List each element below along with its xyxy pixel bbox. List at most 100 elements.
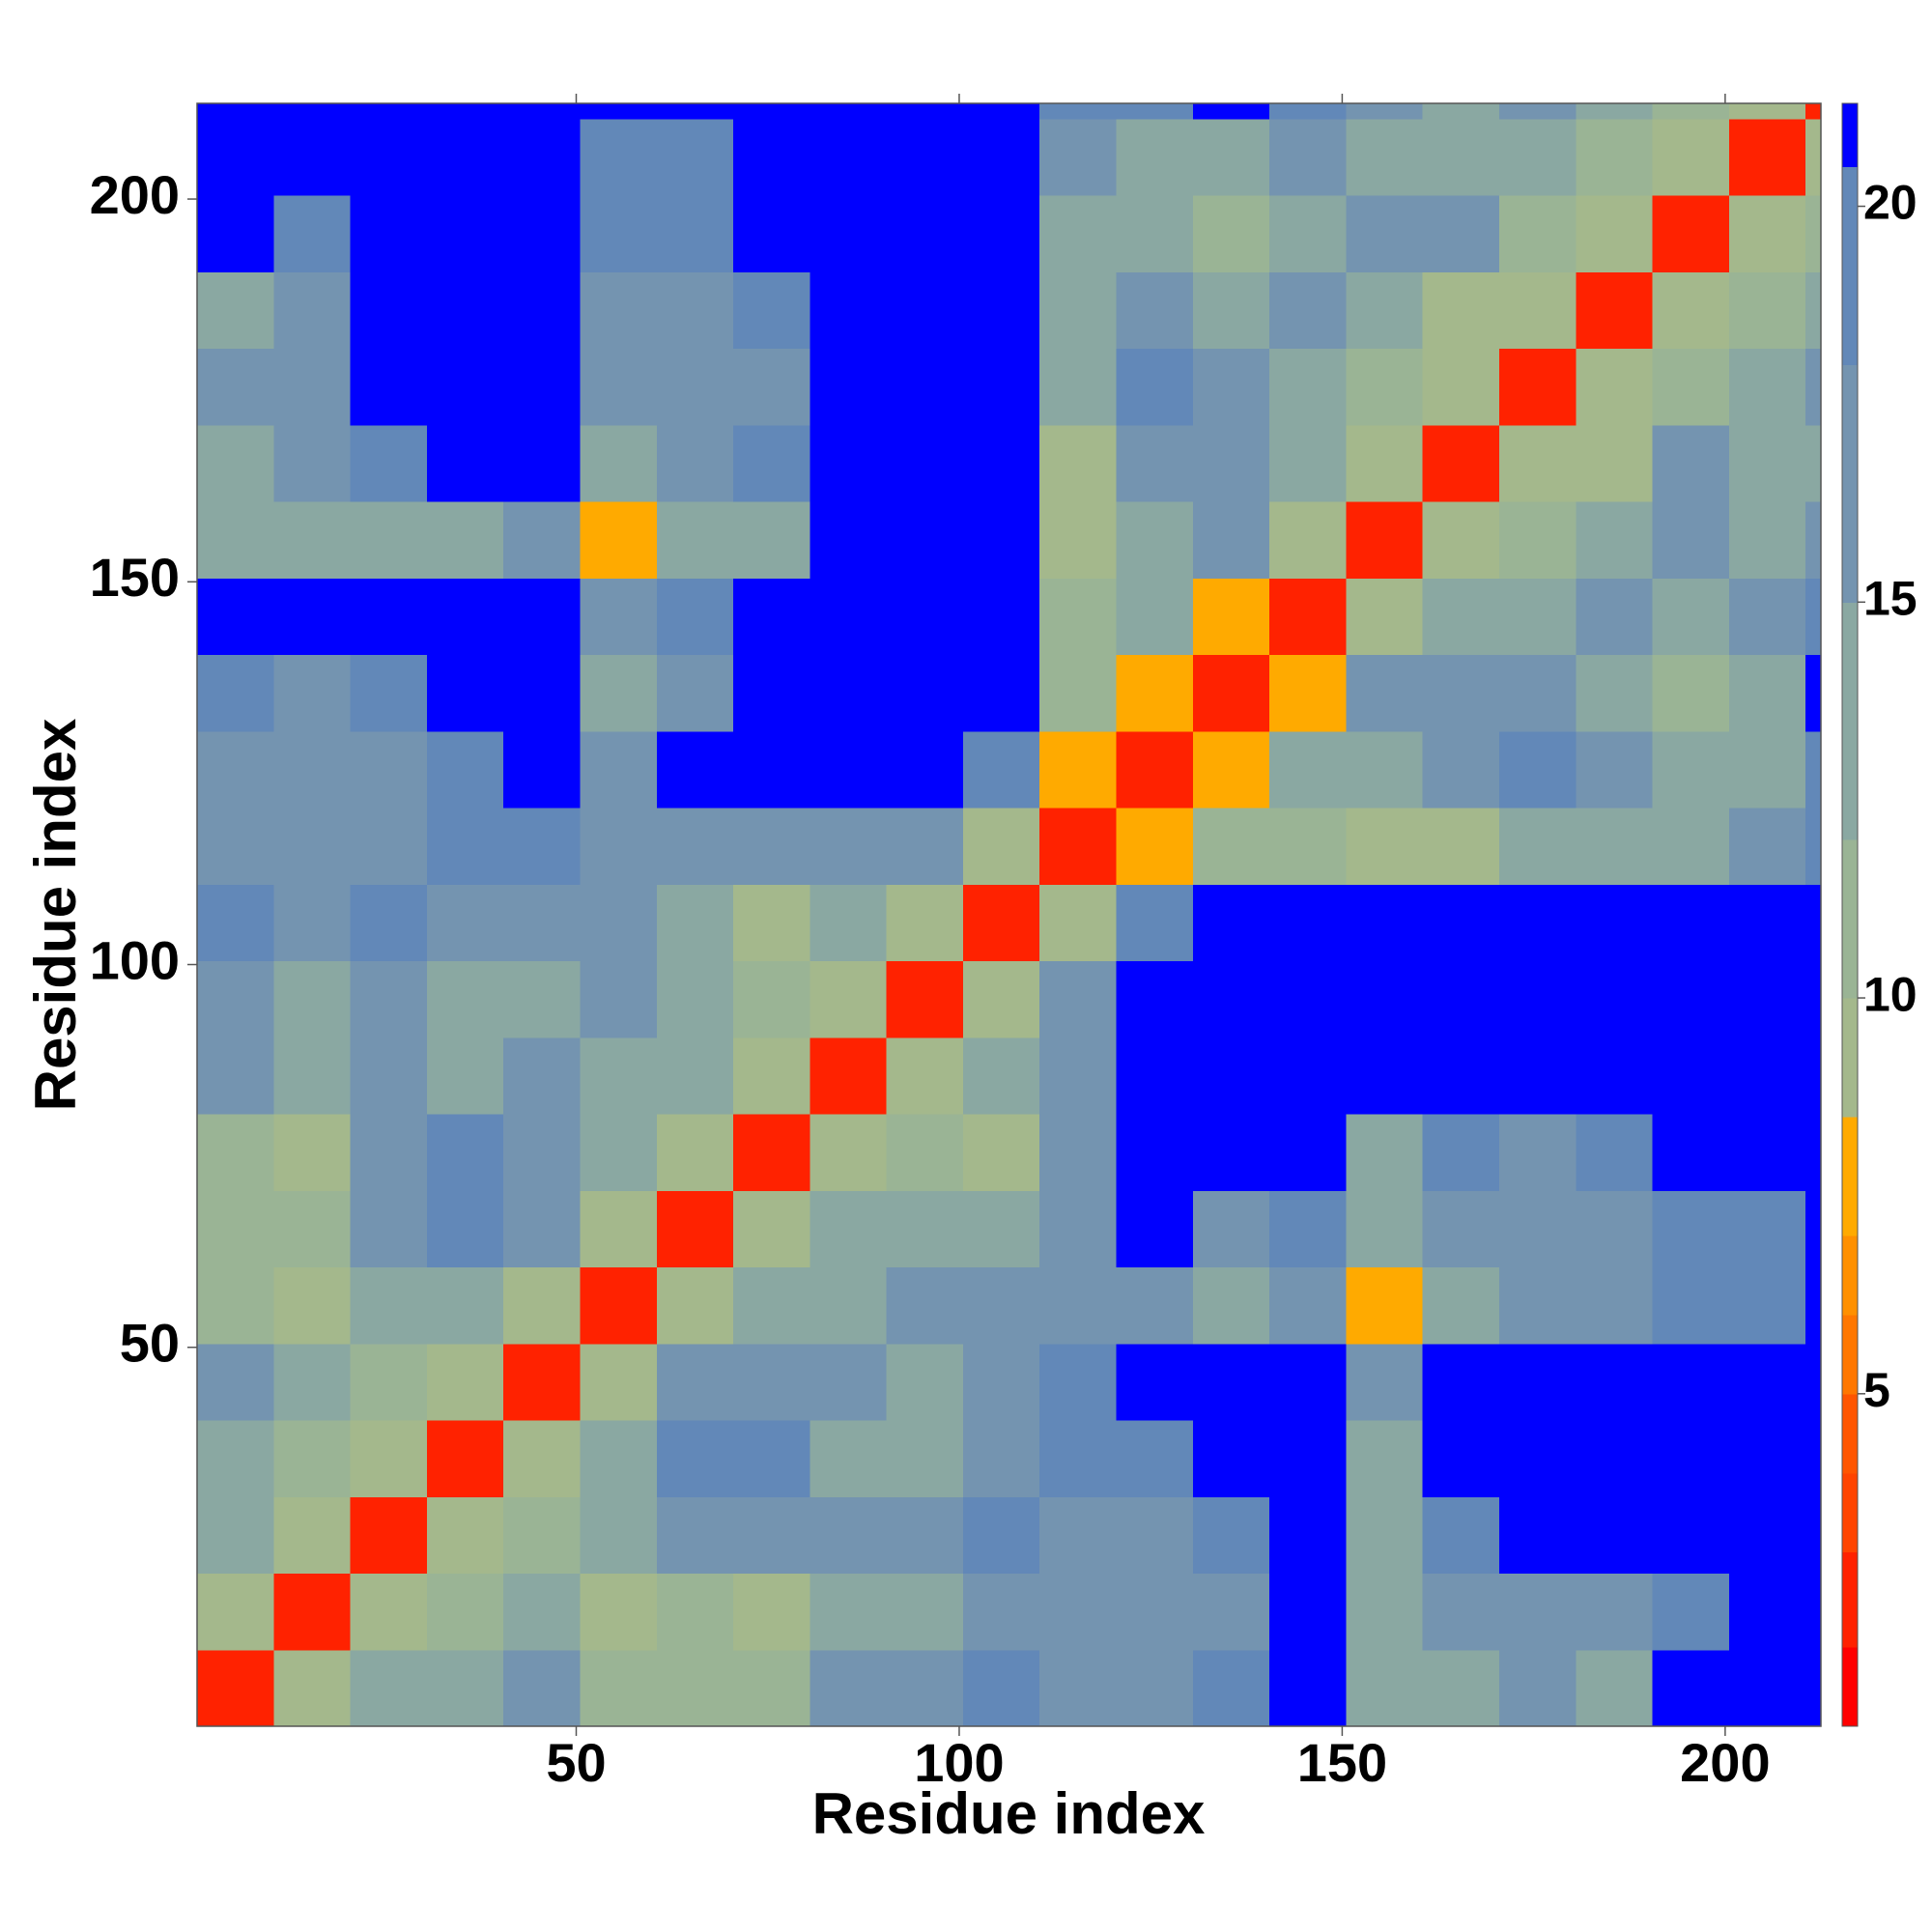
heatmap-cell: [1498, 195, 1577, 272]
heatmap-cell: [886, 118, 964, 196]
heatmap-cell: [580, 271, 658, 350]
heatmap-cell: [350, 1420, 428, 1497]
heatmap-cell: [1498, 1114, 1577, 1191]
heatmap-cell: [1269, 271, 1347, 350]
heatmap-cell: [273, 271, 352, 350]
heatmap-cell: [1576, 348, 1654, 426]
heatmap-cell: [1039, 578, 1118, 656]
heatmap-cell: [733, 118, 810, 196]
heatmap-cell: [1039, 424, 1118, 502]
heatmap-cell: [503, 960, 581, 1038]
heatmap-cell: [1422, 654, 1500, 732]
heatmap-cell: [503, 884, 581, 962]
heatmap-cell: [733, 424, 810, 502]
heatmap-cell: [197, 1573, 274, 1651]
heatmap-cell: [1805, 1649, 1822, 1727]
x-tick-label: 200: [1680, 1732, 1770, 1793]
heatmap-cell: [656, 1649, 734, 1727]
heatmap-cell: [1728, 1037, 1806, 1115]
heatmap-cell: [1039, 1114, 1118, 1191]
heatmap-cell: [733, 271, 810, 350]
heatmap-cell: [1728, 271, 1806, 350]
heatmap-cell: [1116, 501, 1194, 579]
heatmap-cell: [1422, 1420, 1500, 1497]
heatmap-cell: [1269, 730, 1347, 809]
heatmap-cell: [733, 808, 810, 885]
y-tick-label: 150: [90, 547, 180, 608]
heatmap-cell: [810, 348, 888, 426]
heatmap-cell: [733, 103, 810, 120]
heatmap-cell: [886, 1190, 964, 1268]
heatmap-cell: [733, 1649, 810, 1727]
heatmap-cell: [733, 1343, 810, 1421]
heatmap-cell: [1576, 1114, 1654, 1191]
heatmap-cell: [1192, 424, 1270, 502]
colorbar-segment: [1842, 1472, 1858, 1553]
heatmap-cell: [1805, 103, 1822, 120]
heatmap-cell: [962, 348, 1040, 426]
heatmap-cell: [1269, 118, 1347, 196]
heatmap-cell: [503, 578, 581, 656]
heatmap-cell: [1576, 884, 1654, 962]
heatmap-cell: [1498, 501, 1577, 579]
heatmap-cell: [1652, 1573, 1730, 1651]
heatmap-cell: [886, 578, 964, 656]
heatmap-cell: [350, 654, 428, 732]
heatmap-cell: [656, 578, 734, 656]
heatmap-cell: [1805, 1573, 1822, 1651]
heatmap-cell: [503, 1649, 581, 1727]
heatmap-cell: [1498, 1573, 1577, 1651]
heatmap-cell: [426, 424, 504, 502]
heatmap-cell: [197, 1114, 274, 1191]
heatmap-cell: [197, 195, 274, 272]
heatmap-cell: [350, 730, 428, 809]
heatmap-cell: [503, 424, 581, 502]
heatmap-cell: [197, 1190, 274, 1268]
heatmap-cell: [1346, 1343, 1424, 1421]
heatmap-cell: [273, 730, 352, 809]
heatmap-cell: [1576, 1037, 1654, 1115]
heatmap-cell: [1652, 1190, 1730, 1268]
heatmap-cell: [1039, 1343, 1118, 1421]
heatmap-cell: [1498, 1037, 1577, 1115]
heatmap-cell: [580, 578, 658, 656]
heatmap-cell: [1422, 424, 1500, 502]
heatmap-cell: [1269, 1114, 1347, 1191]
heatmap-cell: [580, 1266, 658, 1345]
heatmap-cell: [1728, 1573, 1806, 1651]
heatmap-cell: [1269, 103, 1347, 120]
x-tick-label: 100: [914, 1732, 1004, 1793]
heatmap-cell: [810, 578, 888, 656]
heatmap-cell: [1805, 578, 1822, 656]
heatmap-cell: [1269, 348, 1347, 426]
heatmap-cell: [426, 118, 504, 196]
heatmap-cell: [580, 1496, 658, 1575]
heatmap-cell: [580, 654, 658, 732]
heatmap-cell: [1116, 1343, 1194, 1421]
heatmap-cell: [1652, 1266, 1730, 1345]
heatmap-cell: [350, 195, 428, 272]
heatmap-cell: [580, 960, 658, 1038]
heatmap-cell: [962, 501, 1040, 579]
heatmap-cell: [1192, 1573, 1270, 1651]
heatmap-cell: [1269, 578, 1347, 656]
heatmap-cell: [1422, 884, 1500, 962]
heatmap-cell: [426, 808, 504, 885]
heatmap-cell: [656, 1190, 734, 1268]
x-axis-title: Residue index: [812, 1781, 1206, 1846]
heatmap-cell: [733, 501, 810, 579]
heatmap-cell: [1728, 1190, 1806, 1268]
heatmap-cell: [656, 1496, 734, 1575]
heatmap-cell: [1498, 271, 1577, 350]
heatmap-cell: [1116, 884, 1194, 962]
heatmap-cell: [1728, 1420, 1806, 1497]
heatmap-cell: [1498, 578, 1577, 656]
heatmap-cell: [273, 654, 352, 732]
heatmap-cell: [810, 1420, 888, 1497]
heatmap-cell: [1192, 501, 1270, 579]
heatmap-cell: [1269, 1573, 1347, 1651]
heatmap-cell: [1728, 118, 1806, 196]
heatmap-cell: [962, 1420, 1040, 1497]
heatmap-cell: [1346, 424, 1424, 502]
